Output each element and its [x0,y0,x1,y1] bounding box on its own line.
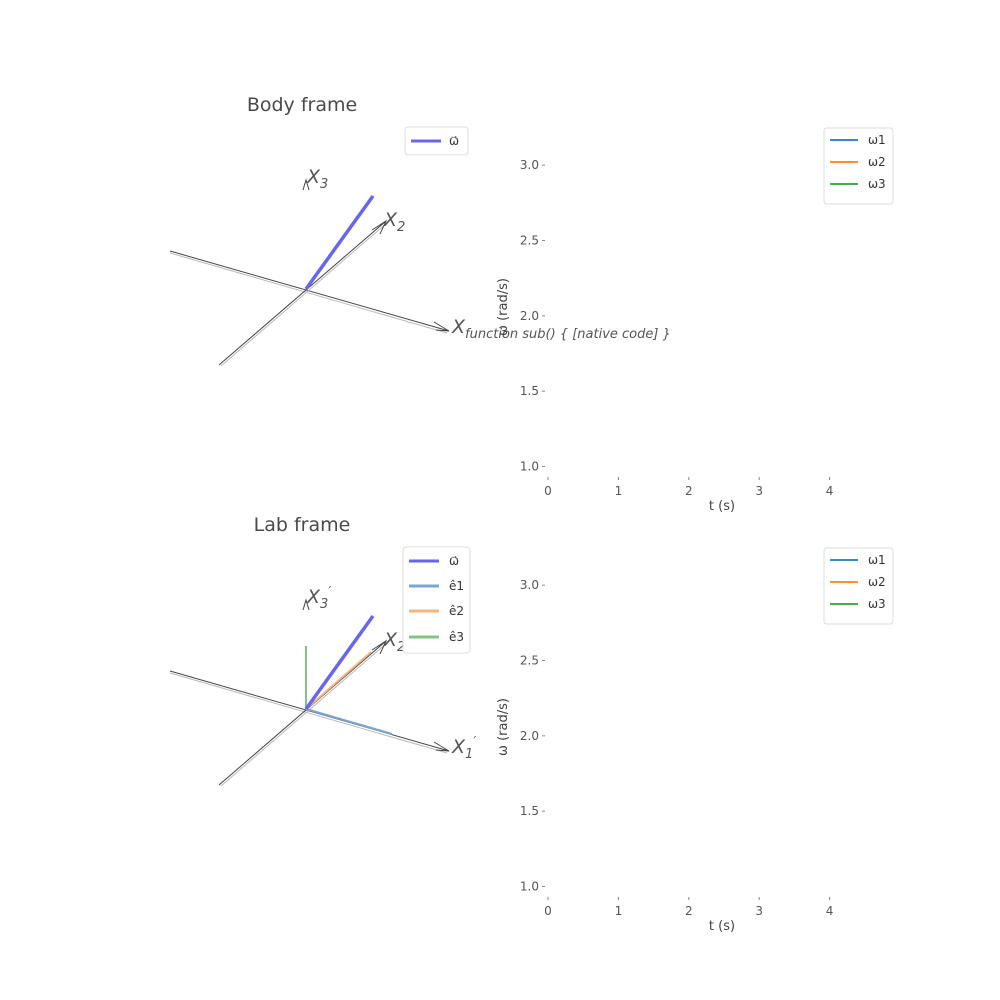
x1p-arrow-icon [433,741,450,752]
y-tick-label: 2.0 [520,309,539,323]
y-tick-label: 1.0 [520,879,539,893]
x2p-arrow-icon [371,639,388,655]
x1p-axis-name: X1′ [451,735,476,762]
omega-vector [304,194,375,291]
body-frame-title: Body frame [247,94,357,116]
lab-frame-legend: ω⃗ ê1 ê2 ê3 [402,546,471,654]
x-tick-label: 3 [755,904,763,918]
x-tick-label: 2 [685,904,693,918]
plot-legend-label: ω1 [868,133,886,147]
plot-legend-label: ω1 [868,553,886,567]
plot-legend-label: ω2 [868,575,886,589]
x1-axis-line [169,250,450,332]
plot-legend-label: ω3 [868,597,886,611]
x3-arrow-icon [302,178,310,191]
legend-e2-label: ê2 [449,604,464,618]
x3p-arrow-icon [302,598,310,611]
x2-arrow-icon [371,219,388,235]
x2-axis-line [218,220,387,366]
plot-legend-box [823,547,894,625]
body-frame-panel: Body frame Xfunction sub() { [native cod… [169,94,671,367]
x-tick-label: 1 [615,904,623,918]
y-tick-label: 2.5 [520,654,539,668]
body-frame-legend: ω⃗ [404,126,469,156]
x2p-axis-shadow [220,641,389,787]
x2-axis-shadow [220,221,389,367]
legend-e1-label: ê1 [449,579,464,593]
x-tick-label: 3 [755,484,763,498]
omega-vector-lab [304,614,375,711]
x-tick-label: 1 [615,484,623,498]
x-tick-label: 0 [544,904,552,918]
y-tick-label: 2.5 [520,234,539,248]
y-tick-label: 1.5 [520,384,539,398]
x1p-axis-shadow [169,672,448,754]
plot-legend-label: ω2 [868,155,886,169]
y-tick-label: 2.0 [520,729,539,743]
x3-axis-name: X3 [306,166,328,192]
x1-axis-name: Xfunction sub() { [native code] } [451,316,671,342]
legend-e3-label: ê3 [449,630,464,644]
y-tick-label: 3.0 [520,158,539,172]
body-frame-axes [169,178,450,367]
y-tick-label: 1.0 [520,459,539,473]
lab-frame-panel: Lab frame X1′ X2′ X3′ ω⃗ ê1 ê2 ê3 [169,514,476,787]
e2-vector [305,651,372,710]
omega-plot-top: 1.0 1.5 2.0 2.5 3.0 0 1 2 3 4 t (s) ω (rad/s) ω1 ω2 ω3 [496,127,894,514]
x-tick-label: 4 [826,904,834,918]
y-tick-label: 1.5 [520,804,539,818]
x-axis-label: t (s) [709,919,735,934]
legend-omega-label: ω⃗ [449,554,459,568]
x2-axis-name: X2 [383,209,405,235]
x2p-axis-line [218,640,387,786]
legend-box [402,546,471,654]
plot-legend-box [823,127,894,205]
omega-plot-bottom: 1.0 1.5 2.0 2.5 3.0 0 1 2 3 4 t (s) ω (rad/s) ω1 ω2 ω3 [496,547,894,934]
y-axis-label: ω (rad/s) [496,698,511,756]
x3p-axis-name: X3′ [306,585,331,612]
e1-vector [305,708,393,735]
legend-omega-label: ω⃗ [449,134,459,148]
x-tick-label: 2 [685,484,693,498]
x-tick-label: 0 [544,484,552,498]
lab-frame-title: Lab frame [254,514,351,536]
x1-arrow-icon [433,321,450,332]
x-axis-label: t (s) [709,499,735,514]
plot-legend-label: ω3 [868,177,886,191]
y-axis-label: ω (rad/s) [496,278,511,336]
x-tick-label: 4 [826,484,834,498]
x1-axis-shadow [169,252,448,334]
y-tick-label: 3.0 [520,578,539,592]
